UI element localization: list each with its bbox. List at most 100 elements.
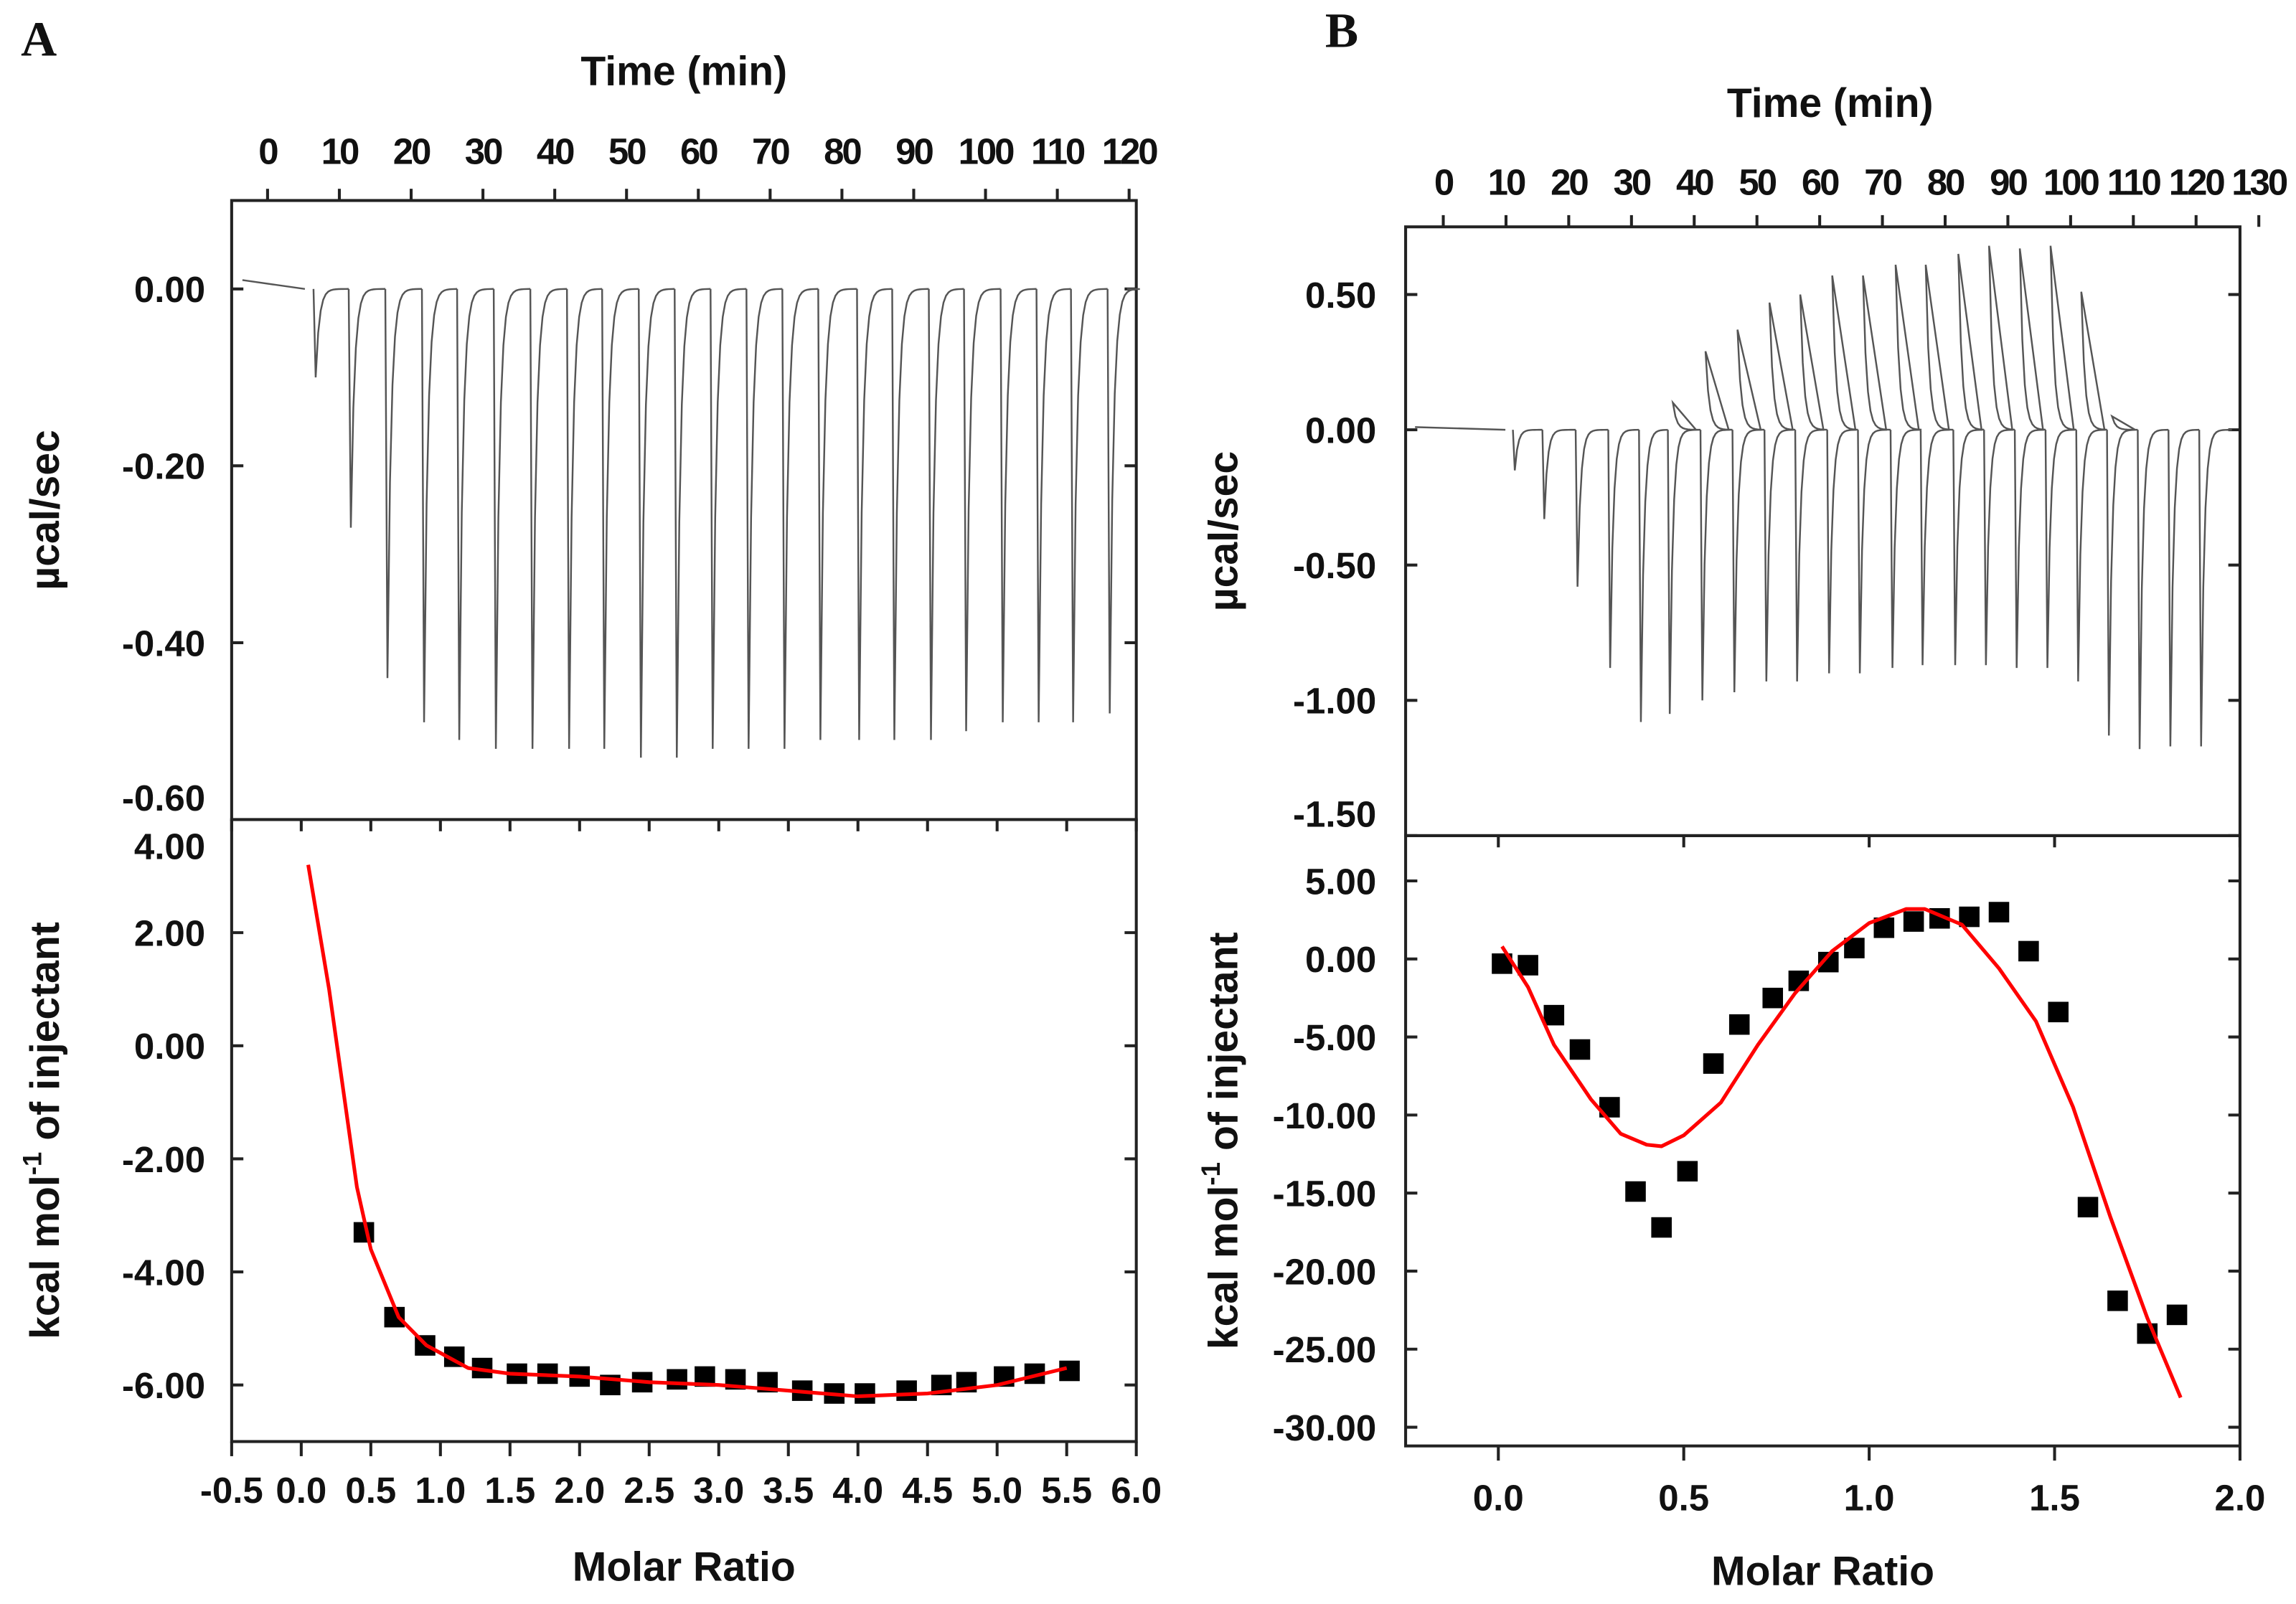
- y-tick-label: -5.00: [1293, 1017, 1376, 1058]
- x-tick-label: 4.0: [832, 1470, 883, 1511]
- x-tick-label: -0.5: [200, 1470, 263, 1511]
- data-point: [1518, 955, 1538, 976]
- x-tick-label: 30: [465, 131, 502, 171]
- data-point: [896, 1380, 917, 1401]
- data-point: [1703, 1053, 1724, 1074]
- injection-peak: [891, 288, 929, 740]
- data-point: [2018, 940, 2039, 962]
- fit-curve: [1500, 907, 2183, 1399]
- injection-peak: [745, 288, 783, 749]
- data-point: [667, 1369, 687, 1390]
- x-tick-label: 50: [608, 131, 646, 171]
- injection-peak: [492, 288, 531, 749]
- y-tick-label: -0.50: [1293, 545, 1376, 586]
- injection-peak: [2075, 291, 2107, 681]
- power-axis-title: µcal/sec: [1200, 451, 1246, 611]
- data-point: [1762, 987, 1784, 1009]
- enthalpy-axis-title: kcal mol-1 of injectant: [18, 922, 68, 1339]
- time-axis-title: Time (min): [580, 48, 787, 94]
- data-point: [1569, 1039, 1591, 1060]
- x-tick-label: 120: [2169, 161, 2225, 202]
- injection-peak: [312, 288, 349, 378]
- x-tick-label: 100: [2043, 161, 2099, 202]
- x-tick-label: 10: [1488, 161, 1525, 202]
- x-tick-label: 5.5: [1041, 1470, 1092, 1511]
- y-tick-label: -25.00: [1273, 1329, 1377, 1370]
- x-tick-label: 0.5: [345, 1470, 396, 1511]
- plot-frame: [230, 818, 1138, 1443]
- ylabel-superscript: -1: [1196, 1162, 1225, 1186]
- x-tick-label: 70: [1864, 161, 1901, 202]
- y-tick-label: 5.00: [1305, 861, 1376, 902]
- time-axis-title: Time (min): [1727, 80, 1934, 126]
- injection-peak: [2106, 414, 2139, 736]
- y-tick-label: 0.50: [1305, 275, 1376, 316]
- y-tick-label: -6.00: [122, 1365, 205, 1406]
- enthalpy-axis-title: kcal mol-1 of injectant: [1196, 932, 1246, 1349]
- injection-peak: [817, 288, 857, 740]
- x-tick-label: 1.5: [484, 1470, 535, 1511]
- x-tick-label: 40: [537, 131, 574, 171]
- thermogram-baseline: [1415, 426, 1506, 431]
- injection-peak: [1826, 275, 1858, 674]
- injection-peak: [1731, 329, 1765, 693]
- injection-peak: [1607, 428, 1639, 669]
- y-tick-label: -0.60: [122, 778, 205, 818]
- x-tick-label: 1.0: [415, 1470, 466, 1511]
- injection-peak: [1512, 428, 1543, 471]
- y-tick-label: 0.00: [134, 269, 205, 310]
- data-point: [855, 1383, 875, 1404]
- injection-peak: [1794, 294, 1827, 681]
- x-tick-label: 30: [1614, 161, 1651, 202]
- y-tick-label: -1.50: [1293, 794, 1376, 835]
- injection-peak: [1889, 264, 1922, 669]
- fit-curve: [306, 864, 1068, 1399]
- x-tick-label: 20: [1551, 161, 1588, 202]
- injection-peak: [456, 288, 494, 740]
- injection-peak: [2137, 428, 2169, 750]
- x-tick-label: 0: [1434, 161, 1454, 202]
- ylabel-unit: kcal mol: [22, 1175, 68, 1339]
- x-tick-label: 60: [1802, 161, 1839, 202]
- injection-peak: [1638, 428, 1668, 722]
- injection-peak: [601, 288, 639, 749]
- thermogram-plot: 0.50 0.00 -0.50 -1.00 -1.50 0 10 20 30 40 50 60 70 80…: [1293, 161, 2290, 837]
- x-tick-label: 0.0: [276, 1470, 326, 1511]
- y-tick-label: -0.20: [122, 446, 205, 487]
- power-axis-title: µcal/sec: [22, 430, 68, 590]
- injection-peak: [1106, 288, 1140, 714]
- x-tick-label: 4.5: [902, 1470, 953, 1511]
- x-tick-label: 120: [1102, 131, 1158, 171]
- x-tick-label: 1.5: [2029, 1477, 2080, 1518]
- injection-peak: [1667, 400, 1701, 714]
- x-tick-label: 100: [959, 131, 1015, 171]
- injection-peak: [529, 288, 568, 749]
- x-tick-label: 1.0: [1844, 1477, 1895, 1518]
- y-tick-label: 4.00: [134, 826, 205, 867]
- x-tick-label: 110: [1031, 131, 1085, 171]
- injection-peak: [1952, 253, 1985, 666]
- ylabel-superscript: -1: [18, 1152, 47, 1176]
- injection-peak: [1070, 288, 1108, 722]
- injection-peak: [1574, 428, 1609, 587]
- injection-peak: [2198, 428, 2232, 747]
- x-tick-label: 2.0: [554, 1470, 605, 1511]
- x-tick-label: 110: [2107, 161, 2161, 202]
- x-tick-label: 2.5: [624, 1470, 674, 1511]
- data-point: [1651, 1217, 1672, 1238]
- x-tick-label: 20: [393, 131, 430, 171]
- x-tick-label: 80: [824, 131, 861, 171]
- x-tick-label: 80: [1927, 161, 1965, 202]
- data-point: [1677, 1161, 1698, 1182]
- data-point: [2107, 1291, 2128, 1311]
- plot-frame: [1404, 225, 2241, 837]
- data-point: [1543, 1004, 1565, 1026]
- panel-b: B 0.50 0.00 -0.50 -1.00 -1.50 0 10 20 30 40 50 60 70 8…: [1196, 3, 2290, 1594]
- x-tick-label: 60: [680, 131, 718, 171]
- injection-peak: [1763, 302, 1796, 681]
- x-tick-label: 3.0: [693, 1470, 744, 1511]
- injection-peak: [1699, 351, 1733, 701]
- ylabel-rest: of injectant: [1200, 932, 1246, 1161]
- data-point: [1625, 1181, 1646, 1202]
